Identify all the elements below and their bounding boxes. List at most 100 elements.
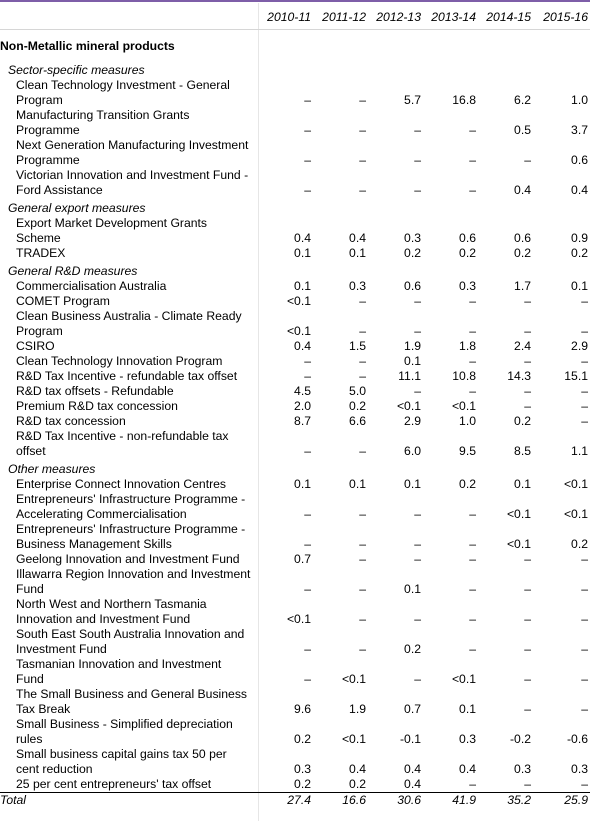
measure-label: Clean Technology Innovation Program: [16, 354, 223, 368]
value-cell: –: [414, 384, 421, 398]
value-cell: –: [469, 384, 476, 398]
table-row: Geelong Innovation and Investment Fund 0.…: [0, 552, 590, 567]
value-cell: –: [524, 612, 531, 626]
year-header: 2014-15: [478, 3, 533, 30]
value-cell: –: [414, 324, 421, 338]
measure-label: 25 per cent entrepreneurs' tax offset: [16, 777, 212, 791]
value-cell: –: [581, 384, 588, 398]
value-cell: –: [469, 183, 476, 197]
total-value: 41.9: [423, 792, 478, 808]
table-row: Export Market Development Grants Scheme 0…: [0, 216, 590, 246]
group-title: Sector-specific measures: [8, 63, 145, 77]
value-cell: 0.9: [571, 231, 588, 245]
value-cell: 2.9: [404, 414, 421, 428]
table-row: Victorian Innovation and Investment Fund…: [0, 168, 590, 198]
value-cell: –: [359, 582, 366, 596]
value-cell: 0.3: [459, 732, 476, 746]
value-cell: –: [304, 123, 311, 137]
value-cell: 0.3: [571, 762, 588, 776]
group-title: General R&D measures: [8, 264, 138, 278]
value-cell: 8.5: [514, 444, 531, 458]
measure-label: Entrepreneurs' Infrastructure Programme …: [16, 522, 246, 551]
sector-title: Non-Metallic mineral products: [0, 39, 175, 53]
total-label: Total: [0, 792, 258, 808]
value-cell: –: [414, 672, 421, 686]
header-row: 2010-11 2011-12 2012-13 2013-14 2014-15 2015-…: [0, 3, 590, 30]
total-row: Total 27.4 16.6 30.6 41.9 35.2 25.9: [0, 792, 590, 808]
value-cell: <0.1: [341, 732, 366, 746]
total-value: 35.2: [478, 792, 533, 808]
value-cell: –: [469, 123, 476, 137]
measure-label: Illawarra Region Innovation and Investme…: [16, 567, 251, 596]
measure-label: Tasmanian Innovation and Investment Fund: [16, 657, 222, 686]
value-cell: -0.1: [399, 732, 421, 746]
value-cell: 0.6: [459, 231, 476, 245]
value-cell: –: [359, 612, 366, 626]
value-cell: 0.7: [294, 552, 311, 566]
value-cell: –: [524, 324, 531, 338]
value-cell: –: [304, 507, 311, 521]
table-row: Illawarra Region Innovation and Investme…: [0, 567, 590, 597]
value-cell: <0.1: [286, 324, 311, 338]
value-cell: –: [359, 507, 366, 521]
value-cell: 5.7: [404, 93, 421, 107]
value-cell: –: [359, 123, 366, 137]
value-cell: 0.1: [571, 279, 588, 293]
measure-label: Victorian Innovation and Investment Fund…: [16, 168, 249, 197]
measure-label: Manufacturing Transition Grants Programm…: [16, 108, 190, 137]
value-cell: –: [581, 414, 588, 428]
measure-label: Export Market Development Grants Scheme: [16, 216, 208, 245]
measure-label: Geelong Innovation and Investment Fund: [16, 552, 240, 566]
group-row: General R&D measures: [0, 261, 590, 279]
measure-label: R&D Tax Incentive - non-refundable tax o…: [16, 429, 229, 458]
value-cell: –: [414, 552, 421, 566]
table-body: Non-Metallic mineral products Sector-spec…: [0, 30, 590, 808]
value-cell: –: [359, 552, 366, 566]
value-cell: 1.0: [459, 414, 476, 428]
value-cell: –: [414, 294, 421, 308]
group-title: General export measures: [8, 201, 146, 215]
measure-label: Small Business - Simplified depreciation…: [16, 717, 233, 746]
total-value: 25.9: [533, 792, 590, 808]
value-cell: 0.4: [294, 339, 311, 353]
value-cell: –: [581, 777, 588, 791]
year-header: 2012-13: [368, 3, 423, 30]
table-row: Small Business - Simplified depreciation…: [0, 717, 590, 747]
value-cell: 6.6: [349, 414, 366, 428]
value-cell: –: [469, 582, 476, 596]
value-cell: –: [524, 672, 531, 686]
value-cell: 0.2: [514, 246, 531, 260]
table-row: Commercialisation Australia 0.1 0.3 0.6 0.3 1…: [0, 279, 590, 294]
assistance-table: 2010-11 2011-12 2012-13 2013-14 2014-15 2015-…: [0, 3, 590, 808]
value-cell: 0.2: [459, 477, 476, 491]
measure-label: South East South Australia Innovation an…: [16, 627, 245, 656]
value-cell: –: [524, 399, 531, 413]
measure-label: Commercialisation Australia: [16, 279, 167, 293]
value-cell: –: [359, 183, 366, 197]
table-row: Clean Business Australia - Climate Ready…: [0, 309, 590, 339]
value-cell: –: [304, 444, 311, 458]
value-cell: 0.4: [571, 183, 588, 197]
value-cell: –: [524, 153, 531, 167]
group-row: General export measures: [0, 198, 590, 216]
value-cell: 0.6: [404, 279, 421, 293]
value-cell: –: [304, 183, 311, 197]
table-row: Small business capital gains tax 50 per …: [0, 747, 590, 777]
total-value: 27.4: [258, 792, 313, 808]
measure-label: Small business capital gains tax 50 per …: [16, 747, 227, 776]
value-cell: –: [524, 294, 531, 308]
value-cell: <0.1: [396, 399, 421, 413]
measure-label: Premium R&D tax concession: [16, 399, 178, 413]
value-cell: 2.9: [571, 339, 588, 353]
value-cell: –: [414, 612, 421, 626]
value-cell: 0.1: [349, 246, 366, 260]
measure-label: R&D tax offsets - Refundable: [16, 384, 174, 398]
measure-label: The Small Business and General Business …: [16, 687, 248, 716]
value-cell: 0.3: [514, 762, 531, 776]
table-row: R&D tax concession 8.7 6.6 2.9 1.0 0.2 –: [0, 414, 590, 429]
measure-label: CSIRO: [16, 339, 55, 353]
value-cell: 0.3: [459, 279, 476, 293]
value-cell: –: [359, 324, 366, 338]
value-cell: 0.4: [349, 231, 366, 245]
value-cell: 0.1: [404, 477, 421, 491]
